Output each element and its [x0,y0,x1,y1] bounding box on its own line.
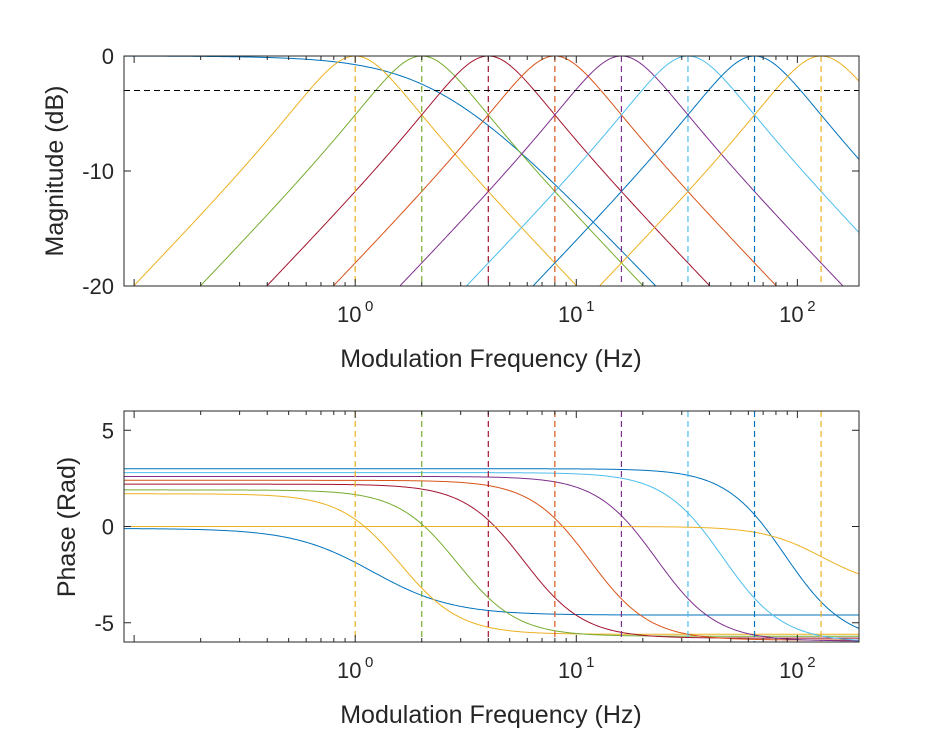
magnitude-series-7 [532,56,859,286]
phase-series-2 [124,489,859,637]
phase-series-7 [124,468,859,629]
magnitude-series-5 [399,56,844,286]
phase-panel: 50-510 0 10 1 10 2 Modulation Frequency (Hz) … [53,410,860,729]
magnitude-x-tick-label: 10 [779,302,803,327]
magnitude-series-6 [465,56,859,286]
phase-series-3 [124,483,859,639]
phase-x-tick-exponent: 0 [365,654,373,671]
phase-series-5 [124,475,859,642]
magnitude-x-tick-label: 10 [337,302,361,327]
magnitude-series-8 [598,56,859,286]
phase-y-tick-label: -5 [94,611,114,636]
magnitude-series-1 [132,56,578,286]
phase-x-tick-exponent: 2 [807,654,815,671]
magnitude-series-3 [266,56,711,286]
phase-x-axis-title: Modulation Frequency (Hz) [340,701,642,729]
phase-series-4 [124,479,859,641]
magnitude-x-axis-title: Modulation Frequency (Hz) [340,345,642,373]
phase-series-0 [124,528,859,616]
phase-x-tick-label: 10 [779,658,803,683]
phase-series-6 [124,472,859,641]
phase-y-tick-label: 0 [102,515,114,540]
magnitude-y-axis-title: Magnitude (dB) [41,86,69,257]
magnitude-x-tick-exponent: 2 [807,298,815,315]
magnitude-y-tick-label: -10 [82,159,114,184]
magnitude-x-tick-exponent: 0 [365,298,373,315]
magnitude-series-0 [124,56,657,286]
phase-series-1 [124,493,859,635]
phase-x-tick-exponent: 1 [586,654,594,671]
phase-y-axis-title: Phase (Rad) [53,457,81,597]
phase-x-tick-label: 10 [558,658,582,683]
phase-series-8 [124,526,859,575]
phase-y-tick-label: 5 [102,418,114,443]
magnitude-y-tick-label: -20 [82,274,114,299]
magnitude-x-tick-label: 10 [558,302,582,327]
magnitude-series-2 [199,56,645,286]
phase-x-tick-label: 10 [337,658,361,683]
magnitude-series-4 [332,56,778,286]
magnitude-y-tick-label: 0 [102,44,114,69]
magnitude-x-tick-exponent: 1 [586,298,594,315]
